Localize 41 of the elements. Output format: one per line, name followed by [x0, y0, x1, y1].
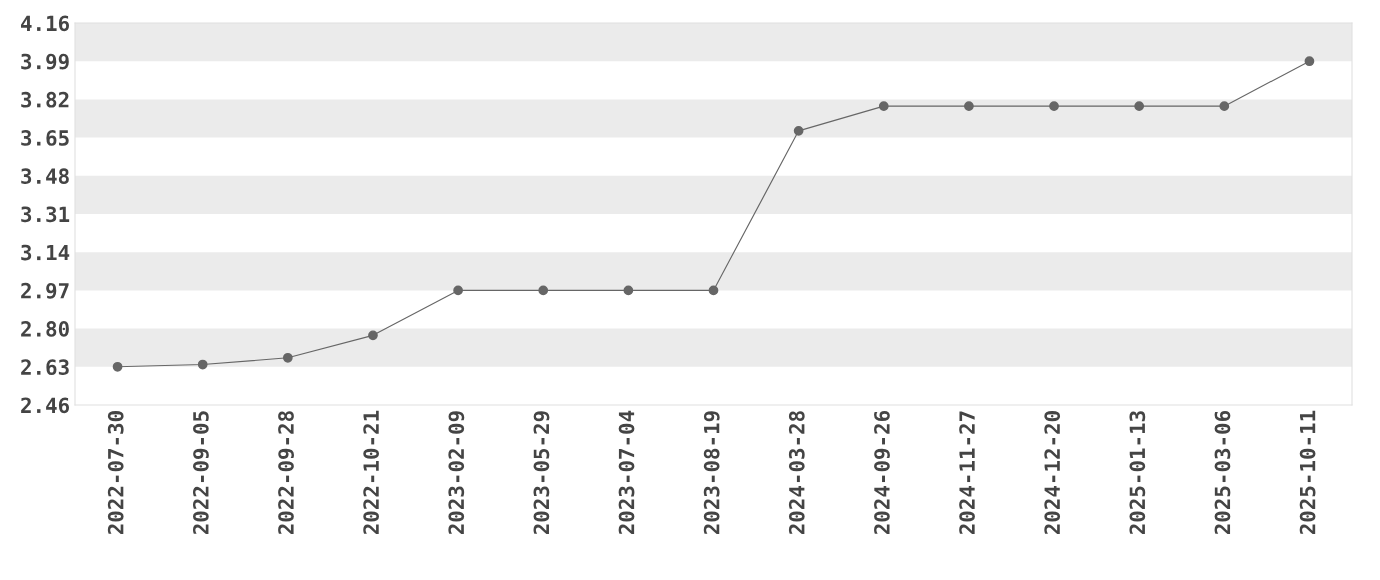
x-tick-label: 2025-01-13	[1129, 411, 1146, 535]
point	[708, 285, 719, 296]
point	[197, 359, 208, 370]
point	[623, 285, 634, 296]
point	[964, 101, 974, 112]
y-tick-label: 3.65	[21, 130, 69, 146]
x-tick-label: 2025-10-11	[1299, 410, 1316, 535]
y-tick-label: 4.16	[21, 15, 70, 32]
y-tick-label: 2.63	[21, 359, 69, 376]
y-tick-label: 2.97	[21, 282, 69, 299]
point	[112, 361, 123, 372]
point	[793, 125, 804, 136]
x-tick-label: 2025-03-06	[1214, 410, 1231, 535]
x-tick-label: 2024-12-20	[1044, 411, 1061, 535]
point	[282, 352, 293, 363]
x-tick-label: 2024-09-26	[874, 410, 890, 535]
x-tick-label: 2023-07-04	[618, 410, 635, 535]
x-tick-label: 2022-10-21	[363, 410, 380, 535]
x-tick-label: 2024-11-27	[959, 411, 975, 535]
point	[1134, 101, 1145, 112]
x-tick-label: 2023-02-09	[448, 411, 465, 535]
x-tick-label: 2022-09-05	[192, 411, 209, 535]
y-tick-label: 2.80	[21, 321, 69, 337]
y-tick-label: 3.82	[21, 91, 69, 108]
y-tick-label: 2.46	[21, 397, 70, 414]
y-tick-label: 3.48	[21, 168, 69, 185]
point	[878, 101, 889, 112]
x-tick-label: 2022-07-30	[107, 411, 124, 535]
point	[453, 285, 463, 296]
x-tick-label: 2022-09-28	[278, 411, 294, 535]
x-tick-label: 2024-03-28	[788, 411, 805, 535]
y-tick-label: 3.14	[21, 244, 70, 261]
x-tick-label: 2023-05-29	[533, 411, 550, 535]
point	[1219, 101, 1230, 112]
point	[368, 330, 378, 341]
point	[1049, 101, 1059, 112]
y-tick-label: 3.31	[21, 206, 70, 223]
point	[538, 285, 549, 296]
point	[1304, 56, 1315, 67]
y-tick-label: 3.99	[21, 53, 69, 70]
x-tick-label: 2023-08-19	[703, 411, 720, 535]
